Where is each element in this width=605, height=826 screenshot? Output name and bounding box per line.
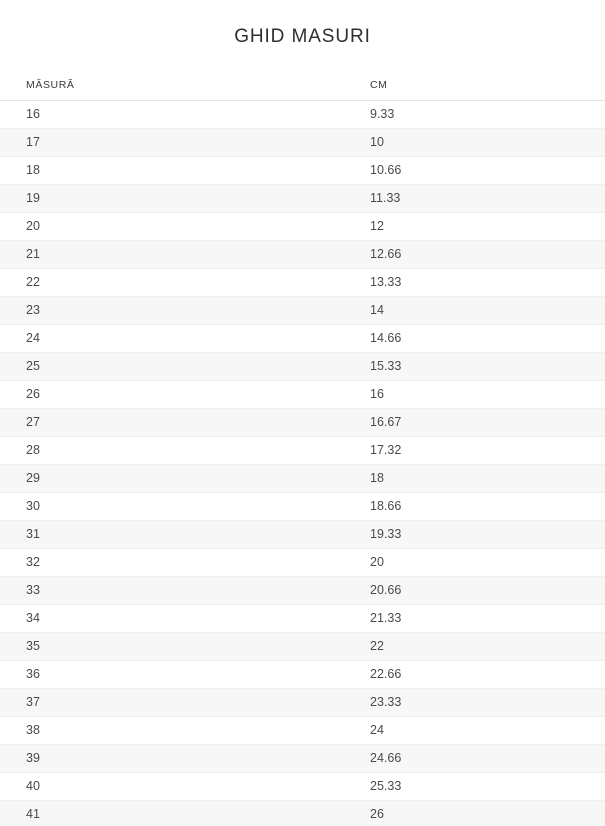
cell-cm: 17.32 (348, 436, 605, 465)
cell-cm: 19.33 (348, 520, 605, 549)
cell-size: 36 (0, 660, 348, 689)
table-row: 23 14 (0, 296, 605, 325)
cell-cm: 9.33 (348, 100, 605, 129)
cell-size: 27 (0, 408, 348, 437)
cell-cm: 12.66 (348, 240, 605, 269)
table-body: 16 9.33 17 10 18 10.66 19 11.33 20 12 21 12.66 22 13.… (0, 100, 605, 826)
table-row: 33 20.66 (0, 576, 605, 605)
table-row: 25 15.33 (0, 352, 605, 381)
cell-cm: 24 (348, 716, 605, 745)
cell-cm: 24.66 (348, 744, 605, 773)
cell-cm: 15.33 (348, 352, 605, 381)
table-row: 37 23.33 (0, 688, 605, 717)
cell-size: 26 (0, 380, 348, 409)
cell-size: 18 (0, 156, 348, 185)
cell-size: 38 (0, 716, 348, 745)
cell-cm: 13.33 (348, 268, 605, 297)
cell-cm: 26 (348, 800, 605, 826)
cell-cm: 25.33 (348, 772, 605, 801)
cell-cm: 10 (348, 128, 605, 157)
table-row: 29 18 (0, 464, 605, 493)
cell-cm: 22 (348, 632, 605, 661)
cell-cm: 20 (348, 548, 605, 577)
cell-size: 24 (0, 324, 348, 353)
cell-size: 19 (0, 184, 348, 213)
cell-size: 33 (0, 576, 348, 605)
table-row: 19 11.33 (0, 184, 605, 213)
cell-size: 34 (0, 604, 348, 633)
table-row: 34 21.33 (0, 604, 605, 633)
table-row: 16 9.33 (0, 100, 605, 129)
table-row: 21 12.66 (0, 240, 605, 269)
size-guide-table: MĂSURĂ CM 16 9.33 17 10 18 10.66 19 11.33 20 12 21… (0, 79, 605, 826)
table-row: 32 20 (0, 548, 605, 577)
table-row: 22 13.33 (0, 268, 605, 297)
cell-cm: 20.66 (348, 576, 605, 605)
table-row: 38 24 (0, 716, 605, 745)
cell-size: 28 (0, 436, 348, 465)
table-header: MĂSURĂ CM (0, 79, 605, 101)
cell-cm: 16 (348, 380, 605, 409)
cell-cm: 21.33 (348, 604, 605, 633)
cell-size: 25 (0, 352, 348, 381)
cell-cm: 16.67 (348, 408, 605, 437)
page-title: GHID MASURI (234, 26, 371, 47)
cell-cm: 12 (348, 212, 605, 241)
table-row: 17 10 (0, 128, 605, 157)
table-header-row: MĂSURĂ CM (0, 79, 605, 101)
table-row: 30 18.66 (0, 492, 605, 521)
cell-cm: 10.66 (348, 156, 605, 185)
cell-size: 22 (0, 268, 348, 297)
cell-cm: 14.66 (348, 324, 605, 353)
cell-cm: 18.66 (348, 492, 605, 521)
cell-cm: 22.66 (348, 660, 605, 689)
table-row: 35 22 (0, 632, 605, 661)
table-row: 18 10.66 (0, 156, 605, 185)
cell-size: 37 (0, 688, 348, 717)
table-row: 20 12 (0, 212, 605, 241)
column-header-size: MĂSURĂ (0, 79, 348, 101)
cell-size: 31 (0, 520, 348, 549)
cell-size: 23 (0, 296, 348, 325)
cell-size: 41 (0, 800, 348, 826)
column-header-cm: CM (348, 79, 605, 101)
cell-size: 17 (0, 128, 348, 157)
table-row: 40 25.33 (0, 772, 605, 801)
table-row: 26 16 (0, 380, 605, 409)
cell-size: 39 (0, 744, 348, 773)
table-row: 39 24.66 (0, 744, 605, 773)
table-row: 27 16.67 (0, 408, 605, 437)
cell-cm: 23.33 (348, 688, 605, 717)
table-row: 41 26 (0, 800, 605, 826)
cell-size: 21 (0, 240, 348, 269)
cell-cm: 11.33 (348, 184, 605, 213)
cell-cm: 18 (348, 464, 605, 493)
table-row: 36 22.66 (0, 660, 605, 689)
cell-size: 16 (0, 100, 348, 129)
cell-size: 40 (0, 772, 348, 801)
cell-size: 32 (0, 548, 348, 577)
table-row: 28 17.32 (0, 436, 605, 465)
cell-cm: 14 (348, 296, 605, 325)
cell-size: 35 (0, 632, 348, 661)
table-row: 31 19.33 (0, 520, 605, 549)
cell-size: 30 (0, 492, 348, 521)
cell-size: 29 (0, 464, 348, 493)
cell-size: 20 (0, 212, 348, 241)
table-row: 24 14.66 (0, 324, 605, 353)
